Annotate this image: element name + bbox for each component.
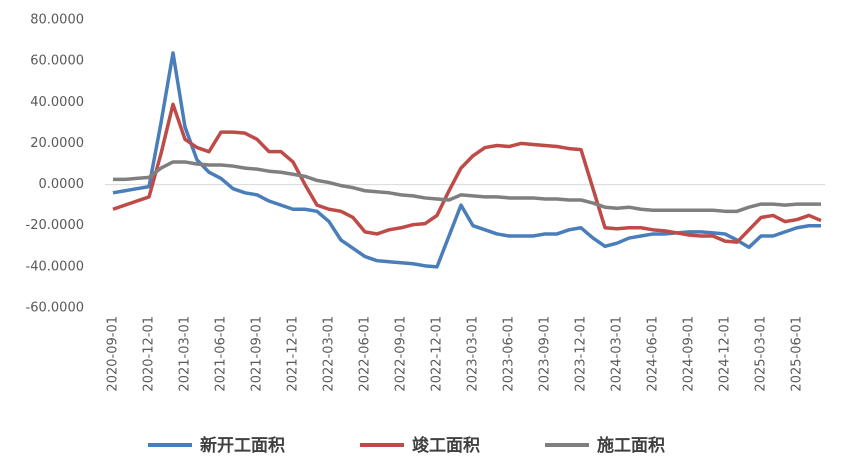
legend-item: 新开工面积 bbox=[148, 435, 285, 456]
legend-label: 新开工面积 bbox=[200, 435, 285, 456]
legend-label: 施工面积 bbox=[597, 435, 665, 456]
x-tick-label: 2024-12-01 bbox=[718, 316, 733, 392]
legend-item: 施工面积 bbox=[545, 435, 665, 456]
x-tick-label: 2025-06-01 bbox=[790, 316, 805, 392]
y-tick-label: 20.0000 bbox=[30, 136, 84, 151]
x-tick-label: 2021-03-01 bbox=[178, 316, 193, 392]
x-tick-label: 2023-03-01 bbox=[466, 316, 481, 392]
x-tick-label: 2020-12-01 bbox=[142, 316, 157, 392]
legend-label: 竣工面积 bbox=[412, 435, 480, 456]
series-line bbox=[112, 51, 821, 269]
x-tick-label: 2024-09-01 bbox=[682, 316, 697, 392]
legend-item: 竣工面积 bbox=[360, 435, 480, 456]
x-tick-label: 2022-09-01 bbox=[394, 316, 409, 392]
x-tick-label: 2022-12-01 bbox=[430, 316, 445, 392]
series-line bbox=[113, 160, 821, 214]
x-tick-label: 2020-09-01 bbox=[106, 316, 121, 392]
x-tick-label: 2021-06-01 bbox=[214, 316, 229, 392]
x-tick-label: 2023-06-01 bbox=[502, 316, 517, 392]
x-tick-label: 2023-12-01 bbox=[574, 316, 589, 392]
x-tick-label: 2022-03-01 bbox=[322, 316, 337, 392]
x-tick-label: 2024-06-01 bbox=[646, 316, 661, 392]
y-tick-label: 60.0000 bbox=[30, 54, 84, 69]
x-tick-label: 2022-06-01 bbox=[358, 316, 373, 392]
y-tick-label: -20.0000 bbox=[26, 218, 84, 233]
series-line bbox=[112, 102, 822, 244]
y-tick-label: 40.0000 bbox=[30, 95, 84, 110]
x-tick-label: 2021-12-01 bbox=[286, 316, 301, 392]
x-tick-label: 2024-03-01 bbox=[610, 316, 625, 392]
x-tick-label: 2025-03-01 bbox=[754, 316, 769, 392]
y-tick-label: -40.0000 bbox=[26, 259, 84, 274]
y-tick-label: -60.0000 bbox=[26, 301, 84, 316]
y-tick-label: 80.0000 bbox=[30, 13, 84, 28]
x-tick-label: 2023-09-01 bbox=[538, 316, 553, 392]
y-tick-label: 0.0000 bbox=[39, 177, 85, 192]
x-tick-label: 2021-09-01 bbox=[250, 316, 265, 392]
